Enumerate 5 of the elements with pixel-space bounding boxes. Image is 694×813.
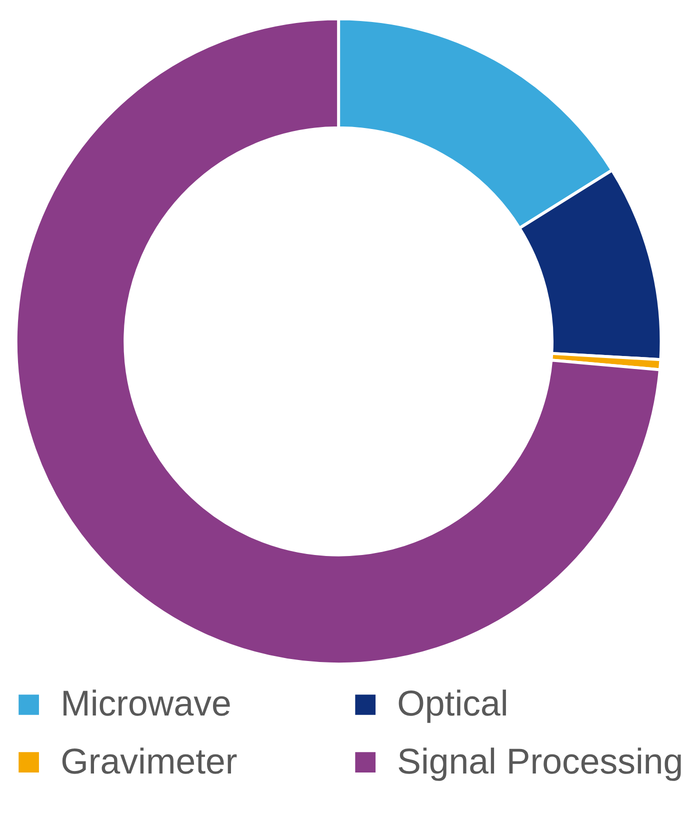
donut-slice [14,17,662,665]
legend-label: Gravimeter [60,741,238,782]
legend-label: Optical [397,684,508,724]
legend-label: Microwave [60,684,232,724]
legend-label: Signal Processing [397,741,684,782]
